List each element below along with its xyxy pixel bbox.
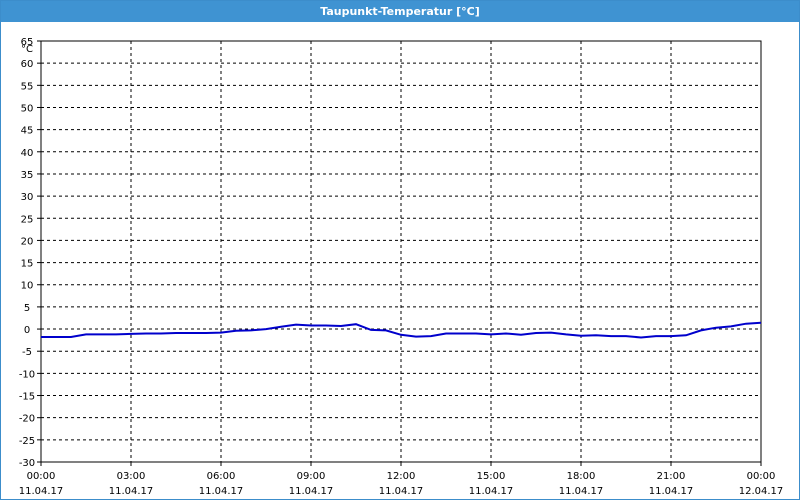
y-axis-unit: °C (21, 44, 33, 55)
x-tick-time: 18:00 (567, 471, 596, 482)
window-title: Taupunkt-Temperatur [°C] (1, 1, 799, 22)
x-tick-date: 11.04.17 (199, 486, 244, 497)
x-tick-date: 12.04.17 (739, 486, 784, 497)
x-tick-date: 11.04.17 (649, 486, 694, 497)
y-tick-label: 30 (21, 192, 34, 203)
y-tick-label: 40 (21, 148, 34, 159)
y-axis-ticks: 65605550454035302520151050-5-10-15-20-25… (19, 37, 41, 469)
chart-grid (41, 41, 761, 462)
y-tick-label: -25 (19, 436, 35, 447)
x-tick-time: 06:00 (207, 471, 236, 482)
x-tick-time: 12:00 (387, 471, 416, 482)
y-tick-label: 25 (21, 214, 34, 225)
x-tick-date: 11.04.17 (289, 486, 334, 497)
y-tick-label: 65 (21, 37, 34, 48)
x-tick-time: 09:00 (297, 471, 326, 482)
y-tick-label: 10 (21, 281, 34, 292)
y-tick-label: 55 (21, 81, 34, 92)
y-tick-label: 20 (21, 236, 34, 247)
x-tick-time: 00:00 (27, 471, 56, 482)
x-tick-date: 11.04.17 (379, 486, 424, 497)
y-tick-label: 45 (21, 126, 34, 137)
y-tick-label: -10 (19, 369, 35, 380)
y-tick-label: 5 (24, 303, 30, 314)
y-tick-label: -15 (19, 392, 35, 403)
y-tick-label: 50 (21, 103, 34, 114)
series-line (41, 321, 762, 339)
y-tick-label: 15 (21, 259, 34, 270)
x-tick-date: 11.04.17 (469, 486, 514, 497)
y-tick-label: 0 (24, 325, 30, 336)
x-tick-date: 11.04.17 (19, 486, 64, 497)
y-tick-label: -5 (22, 347, 32, 358)
y-tick-label: 35 (21, 170, 34, 181)
y-tick-label: 60 (21, 59, 34, 70)
y-tick-label: -30 (19, 458, 35, 469)
x-tick-date: 11.04.17 (559, 486, 604, 497)
x-tick-time: 15:00 (477, 471, 506, 482)
x-tick-time: 03:00 (117, 471, 146, 482)
x-tick-date: 11.04.17 (109, 486, 154, 497)
x-axis-ticks: 00:00 11.04.17 03:00 11.04.17 06:00 11.04.17 0… (19, 462, 784, 497)
x-tick-time: 21:00 (657, 471, 686, 482)
x-tick-time: 00:00 (747, 471, 776, 482)
chart-area: 65605550454035302520151050-5-10-15-20-25… (19, 37, 784, 497)
y-tick-label: -20 (19, 414, 35, 425)
